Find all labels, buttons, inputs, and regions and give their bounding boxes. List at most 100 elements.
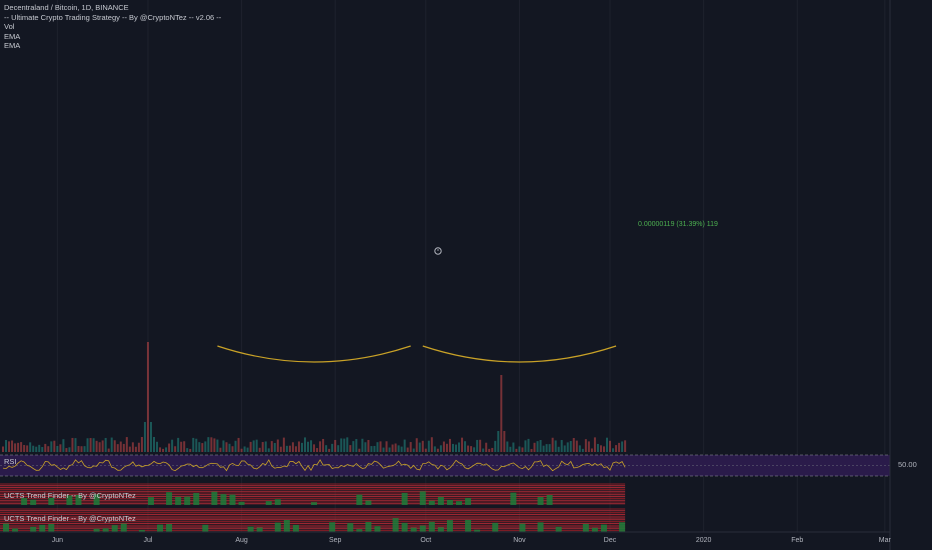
volume-bar bbox=[572, 437, 575, 452]
vol-label[interactable]: Vol bbox=[4, 22, 15, 31]
volume-bar bbox=[95, 440, 98, 452]
volume-bar bbox=[47, 446, 50, 452]
volume-bar bbox=[406, 447, 409, 452]
alarm-clock-icon[interactable] bbox=[434, 247, 442, 255]
volume-bar bbox=[503, 431, 506, 452]
trend-green-block bbox=[582, 523, 589, 532]
volume-bar bbox=[171, 439, 174, 452]
volume-bar bbox=[584, 439, 587, 452]
trend-green-block bbox=[419, 491, 426, 505]
volume-bar bbox=[156, 441, 159, 452]
time-tick-label: Nov bbox=[513, 537, 526, 544]
trend-green-block bbox=[356, 529, 363, 532]
volume-bar bbox=[240, 448, 243, 452]
trend-green-block bbox=[111, 525, 118, 532]
ema-label-2[interactable]: EMA bbox=[4, 41, 21, 50]
volume-bar bbox=[116, 444, 119, 452]
trend-green-block bbox=[537, 522, 544, 532]
volume-bar bbox=[527, 438, 530, 452]
symbol-title[interactable]: Decentraland / Bitcoin, 1D, BINANCE bbox=[4, 3, 129, 12]
volume-bar bbox=[143, 422, 146, 452]
rsi-line bbox=[2, 459, 626, 472]
volume-bar bbox=[264, 441, 267, 452]
volume-bar bbox=[316, 448, 319, 452]
volume-bar bbox=[153, 437, 155, 452]
time-tick-label: Mar bbox=[879, 537, 892, 544]
trend-green-block bbox=[229, 494, 236, 505]
volume-bar bbox=[140, 437, 143, 452]
ema-label-1[interactable]: EMA bbox=[4, 31, 21, 41]
trend-green-block bbox=[356, 494, 363, 505]
trend-green-block bbox=[75, 494, 82, 505]
volume-bar bbox=[56, 445, 59, 452]
volume-bar bbox=[451, 443, 454, 452]
volume-bar bbox=[98, 442, 101, 452]
strategy-label[interactable]: -- Ultimate Crypto Trading Strategy -- B… bbox=[4, 12, 222, 22]
volume-bar bbox=[461, 437, 464, 452]
volume-bar bbox=[252, 440, 255, 452]
trend-green-block bbox=[446, 499, 453, 505]
trend-green-block bbox=[600, 524, 607, 532]
volume-bar bbox=[313, 444, 316, 452]
volume-bar bbox=[518, 446, 521, 452]
trend-green-block bbox=[474, 529, 481, 532]
volume-bar bbox=[237, 437, 240, 452]
volume-bar bbox=[5, 439, 8, 452]
volume-bar bbox=[491, 447, 494, 452]
trend-green-block bbox=[555, 526, 562, 532]
grid bbox=[56, 0, 886, 532]
volume-bar bbox=[542, 445, 545, 452]
price-axis[interactable]: 0.000009500.000009000.000008500.00000750… bbox=[889, 0, 932, 550]
trend-green-block bbox=[546, 495, 553, 505]
volume-bar bbox=[183, 441, 186, 452]
volume-bar bbox=[228, 443, 231, 452]
volume-bar bbox=[485, 442, 488, 452]
volume-bar bbox=[470, 446, 473, 452]
trend-green-block bbox=[166, 492, 173, 505]
volume-bar bbox=[352, 441, 355, 452]
trend-green-block bbox=[120, 523, 127, 532]
volume-bar bbox=[370, 446, 373, 452]
volume-bar bbox=[606, 437, 608, 452]
volume-bar bbox=[59, 444, 62, 452]
trend-green-block bbox=[619, 522, 626, 532]
volume-bar bbox=[168, 443, 171, 452]
volume-bar bbox=[231, 446, 234, 452]
volume-bar bbox=[467, 445, 470, 452]
volume-bar bbox=[219, 447, 222, 452]
volume-bar bbox=[23, 444, 26, 452]
volume-bar bbox=[131, 442, 134, 452]
trend-green-block bbox=[292, 524, 299, 532]
trend-finder-panes bbox=[0, 483, 626, 532]
volume-bars bbox=[2, 342, 627, 452]
volume-bar bbox=[17, 442, 20, 452]
volume-bar bbox=[195, 438, 198, 452]
trend-green-block bbox=[446, 520, 453, 532]
trend-green-block bbox=[39, 524, 46, 532]
volume-bar bbox=[107, 448, 110, 452]
trend-green-block bbox=[428, 500, 435, 505]
volume-bar bbox=[210, 437, 213, 452]
volume-bar bbox=[409, 442, 412, 452]
volume-bar bbox=[20, 442, 23, 452]
trend-green-block bbox=[537, 497, 544, 505]
volume-bar bbox=[539, 439, 542, 452]
volume-bar bbox=[310, 440, 313, 452]
volume-bar bbox=[53, 440, 56, 452]
volume-bar bbox=[300, 442, 303, 452]
volume-bar bbox=[222, 440, 225, 452]
trend-green-block bbox=[374, 526, 381, 532]
volume-bar bbox=[397, 445, 400, 452]
volume-bar bbox=[436, 448, 439, 452]
volume-bar bbox=[400, 446, 403, 452]
trend-green-block bbox=[465, 498, 472, 505]
volume-bar bbox=[162, 448, 165, 452]
trend-green-block bbox=[211, 491, 218, 505]
trend-green-block bbox=[419, 525, 426, 532]
volume-bar bbox=[29, 442, 32, 452]
volume-bar bbox=[83, 446, 86, 452]
time-axis[interactable]: Jun Jul Aug Sep Oct Nov Dec 2020 Feb Mar bbox=[0, 531, 892, 544]
volume-bar bbox=[412, 448, 415, 452]
trend-green-block bbox=[238, 501, 245, 505]
